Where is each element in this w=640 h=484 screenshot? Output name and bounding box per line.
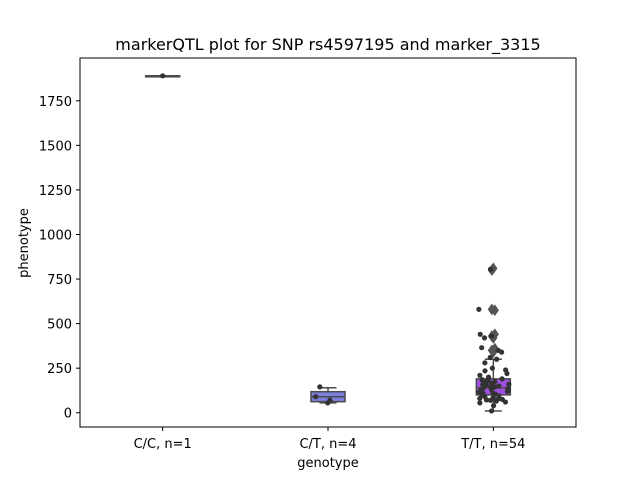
x-tick-label: T/T, n=54 bbox=[460, 437, 525, 452]
data-point bbox=[317, 384, 323, 390]
data-point bbox=[481, 335, 488, 341]
x-tick-label: C/T, n=4 bbox=[299, 437, 356, 452]
data-point bbox=[489, 365, 495, 371]
plot-frame bbox=[79, 57, 577, 428]
data-point bbox=[503, 367, 509, 373]
y-tick-label: 1500 bbox=[39, 139, 72, 154]
data-point bbox=[499, 396, 505, 402]
data-point bbox=[479, 345, 485, 351]
chart-title: markerQTL plot for SNP rs4597195 and mar… bbox=[115, 35, 540, 55]
data-point bbox=[477, 395, 483, 402]
data-point bbox=[487, 354, 493, 361]
y-tick-label: 750 bbox=[47, 273, 72, 288]
data-point bbox=[476, 306, 482, 312]
data-point bbox=[482, 360, 488, 366]
data-point bbox=[488, 384, 494, 391]
data-point bbox=[477, 400, 483, 406]
y-axis-label: phenotype bbox=[17, 208, 32, 278]
data-point bbox=[496, 383, 502, 389]
y-tick-label: 1250 bbox=[39, 184, 72, 199]
data-point bbox=[495, 347, 501, 353]
y-tick-label: 250 bbox=[47, 362, 72, 377]
data-point bbox=[327, 397, 333, 403]
y-tick-label: 0 bbox=[64, 407, 72, 422]
y-tick-label: 1750 bbox=[39, 95, 72, 110]
boxes-layer bbox=[144, 75, 512, 412]
x-axis-label: genotype bbox=[297, 456, 358, 471]
data-point bbox=[487, 266, 494, 272]
data-point bbox=[485, 374, 492, 380]
data-point bbox=[477, 331, 483, 337]
outlier-marker bbox=[487, 303, 496, 316]
y-tick-label: 1000 bbox=[39, 228, 72, 243]
data-point bbox=[505, 386, 511, 392]
data-point bbox=[477, 372, 483, 378]
data-point bbox=[479, 377, 485, 383]
data-point bbox=[492, 378, 498, 385]
data-point bbox=[482, 368, 488, 374]
data-point bbox=[313, 394, 319, 400]
data-point bbox=[490, 403, 497, 409]
x-tick-label: C/C, n=1 bbox=[134, 437, 192, 452]
data-point bbox=[494, 356, 500, 362]
data-point bbox=[499, 376, 505, 382]
points-layer bbox=[160, 73, 512, 414]
data-point bbox=[160, 73, 166, 79]
outlier-marker bbox=[487, 344, 496, 357]
data-point bbox=[506, 381, 512, 387]
data-point bbox=[488, 408, 495, 414]
data-point bbox=[492, 384, 498, 390]
data-point bbox=[490, 390, 496, 397]
axes-layer: 0 250 500 750 1000 1250 1500 1750 C/C, n=1 C/T, n… bbox=[39, 95, 526, 452]
data-point bbox=[489, 333, 495, 339]
y-tick-label: 500 bbox=[47, 318, 72, 333]
